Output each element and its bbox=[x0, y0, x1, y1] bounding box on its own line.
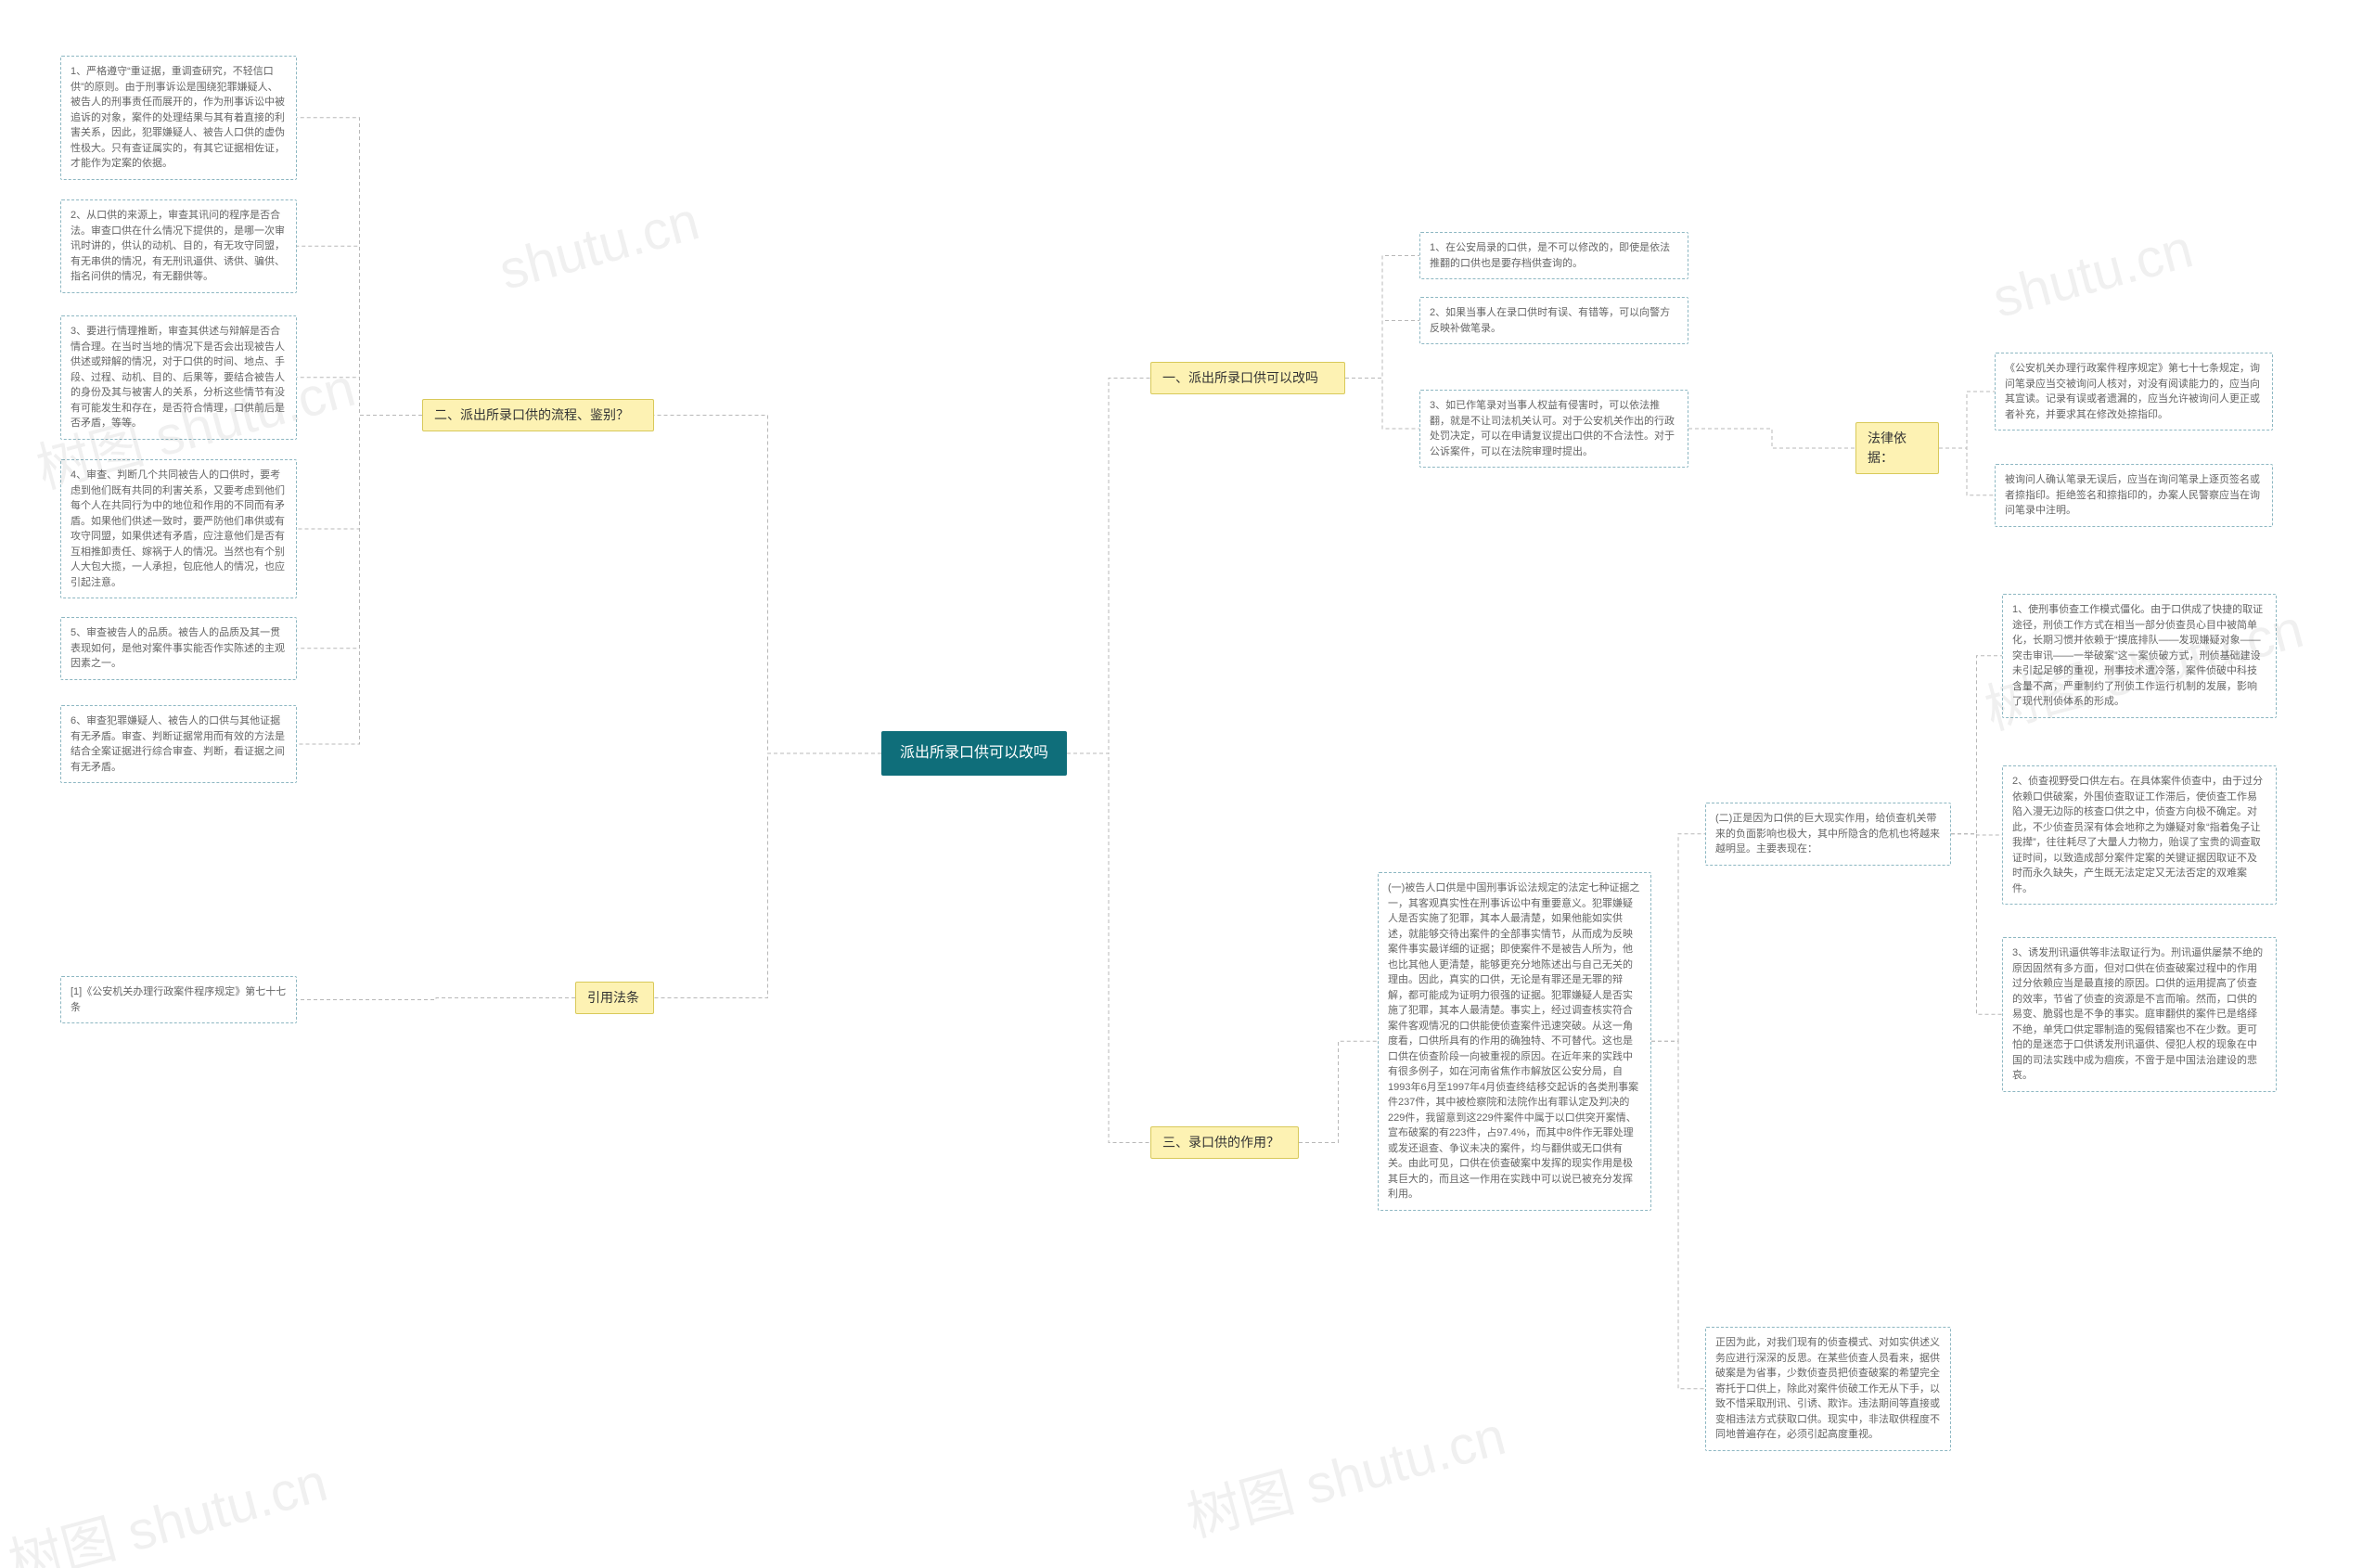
connector bbox=[1939, 448, 1995, 495]
leaf-node-l3_2c: 3、诱发刑讯逼供等非法取证行为。刑讯逼供屡禁不绝的原因固然有多方面，但对口供在侦… bbox=[2002, 937, 2277, 1092]
connector bbox=[1345, 321, 1419, 379]
node-text: 1、严格遵守“重证据，重调查研究，不轻信口供”的原则。由于刑事诉讼是围绕犯罪嫌疑… bbox=[71, 66, 285, 169]
connector bbox=[1067, 379, 1150, 754]
node-text: 1、在公安局录的口供，是不可以修改的，即使是依法推翻的口供也是要存档供查询的。 bbox=[1430, 242, 1670, 269]
connector bbox=[1688, 429, 1855, 448]
connector bbox=[1951, 656, 2002, 834]
connector bbox=[1951, 834, 2002, 1015]
node-text: 引用法条 bbox=[587, 990, 639, 1005]
leaf-node-l1_2: 2、如果当事人在录口供时有误、有错等，可以向警方反映补做笔录。 bbox=[1419, 297, 1688, 344]
connector bbox=[297, 246, 422, 415]
node-text: 2、侦查视野受口供左右。在具体案件侦查中，由于过分依赖口供破案，外围侦查取证工作… bbox=[2012, 776, 2263, 894]
connector bbox=[297, 416, 422, 530]
node-text: 3、如已作笔录对当事人权益有侵害时，可以依法推翻，就是不让司法机关认可。对于公安… bbox=[1430, 400, 1675, 457]
leaf-node-l2_5: 5、审查被告人的品质。被告人的品质及其一贯表现如何，是他对案件事实能否作实陈述的… bbox=[60, 617, 297, 680]
leaf-node-l3_2: (二)正是因为口供的巨大现实作用，给侦查机关带来的负面影响也极大，其中所隐含的危… bbox=[1705, 803, 1951, 866]
leaf-node-l3_3: 正因为此，对我们现有的侦查模式、对如实供述义务应进行深深的反思。在某些侦查人员看… bbox=[1705, 1327, 1951, 1451]
node-text: 一、派出所录口供可以改吗 bbox=[1162, 370, 1318, 385]
branch-node-b1: 一、派出所录口供可以改吗 bbox=[1150, 362, 1345, 394]
branch-node-b2: 二、派出所录口供的流程、鉴别？ bbox=[422, 399, 654, 431]
node-text: 《公安机关办理行政案件程序规定》第七十七条规定，询问笔录应当交被询问人核对，对没… bbox=[2005, 363, 2260, 420]
node-text: 三、录口供的作用？ bbox=[1162, 1135, 1279, 1150]
node-text: 2、如果当事人在录口供时有误、有错等，可以向警方反映补做笔录。 bbox=[1430, 307, 1670, 334]
leaf-node-l3_2b: 2、侦查视野受口供左右。在具体案件侦查中，由于过分依赖口供破案，外围侦查取证工作… bbox=[2002, 765, 2277, 905]
node-text: 4、审查、判断几个共同被告人的口供时，要考虑到他们既有共同的利害关系，又要考虑到… bbox=[71, 469, 285, 588]
leaf-node-lLaw1: 《公安机关办理行政案件程序规定》第七十七条规定，询问笔录应当交被询问人核对，对没… bbox=[1995, 353, 2273, 431]
node-text: 正因为此，对我们现有的侦查模式、对如实供述义务应进行深深的反思。在某些侦查人员看… bbox=[1715, 1337, 1940, 1440]
node-text: [1]《公安机关办理行政案件程序规定》第七十七条 bbox=[71, 986, 286, 1013]
node-text: 被询问人确认笔录无误后，应当在询问笔录上逐页签名或者捺指印。拒绝签名和捺指印的，… bbox=[2005, 474, 2260, 516]
branch-node-bRef: 引用法条 bbox=[575, 982, 654, 1014]
node-text: (一)被告人口供是中国刑事诉讼法规定的法定七种证据之一，其客观真实性在刑事诉讼中… bbox=[1388, 882, 1639, 1200]
connector bbox=[297, 378, 422, 416]
branch-node-b3: 三、录口供的作用？ bbox=[1150, 1126, 1299, 1159]
node-text: 6、审查犯罪嫌疑人、被告人的口供与其他证据有无矛盾。审查、判断证据常用而有效的方… bbox=[71, 715, 285, 773]
leaf-node-l1_3: 3、如已作笔录对当事人权益有侵害时，可以依法推翻，就是不让司法机关认可。对于公安… bbox=[1419, 390, 1688, 468]
leaf-node-l2_1: 1、严格遵守“重证据，重调查研究，不轻信口供”的原则。由于刑事诉讼是围绕犯罪嫌疑… bbox=[60, 56, 297, 180]
connector bbox=[1939, 392, 1995, 448]
connector bbox=[1345, 256, 1419, 379]
connector bbox=[297, 118, 422, 416]
node-text: 2、从口供的来源上，审查其讯问的程序是否合法。审查口供在什么情况下提供的，是哪一… bbox=[71, 210, 285, 282]
connector bbox=[297, 998, 575, 1000]
node-text: 5、审查被告人的品质。被告人的品质及其一贯表现如何，是他对案件事实能否作实陈述的… bbox=[71, 627, 285, 669]
connector bbox=[654, 753, 881, 998]
mindmap-canvas: 派出所录口供可以改吗 一、派出所录口供可以改吗二、派出所录口供的流程、鉴别？ 三、录… bbox=[0, 0, 2375, 1568]
leaf-node-lRef1: [1]《公安机关办理行政案件程序规定》第七十七条 bbox=[60, 976, 297, 1023]
connector bbox=[654, 416, 881, 754]
branch-node-bLaw: 法律依据： bbox=[1855, 422, 1939, 474]
leaf-node-l3_1: (一)被告人口供是中国刑事诉讼法规定的法定七种证据之一，其客观真实性在刑事诉讼中… bbox=[1378, 872, 1651, 1211]
connector bbox=[1345, 379, 1419, 430]
leaf-node-l2_2: 2、从口供的来源上，审查其讯问的程序是否合法。审查口供在什么情况下提供的，是哪一… bbox=[60, 199, 297, 293]
node-text: 二、派出所录口供的流程、鉴别？ bbox=[434, 407, 629, 422]
root-node-root: 派出所录口供可以改吗 bbox=[881, 731, 1067, 776]
connector bbox=[1067, 753, 1150, 1143]
node-text: (二)正是因为口供的巨大现实作用，给侦查机关带来的负面影响也极大，其中所隐含的危… bbox=[1715, 813, 1940, 855]
leaf-node-l2_3: 3、要进行情理推断，审查其供述与辩解是否合情合理。在当时当地的情况下是否会出现被… bbox=[60, 315, 297, 440]
watermark: 树图 shutu.cn bbox=[0, 1438, 334, 1568]
leaf-node-l2_4: 4、审查、判断几个共同被告人的口供时，要考虑到他们既有共同的利害关系，又要考虑到… bbox=[60, 459, 297, 598]
connector bbox=[1651, 1041, 1705, 1389]
node-text: 法律依据： bbox=[1868, 431, 1906, 465]
connector bbox=[1299, 1041, 1378, 1142]
watermark: 树图 shutu.cn bbox=[1177, 1392, 1512, 1551]
leaf-node-l3_2a: 1、使刑事侦查工作模式僵化。由于口供成了快捷的取证途径，刑侦工作方式在相当一部分… bbox=[2002, 594, 2277, 718]
connector bbox=[1651, 834, 1705, 1042]
connector bbox=[297, 416, 422, 745]
connector bbox=[1951, 834, 2002, 835]
node-text: 派出所录口供可以改吗 bbox=[900, 745, 1048, 761]
leaf-node-lLaw2: 被询问人确认笔录无误后，应当在询问笔录上逐页签名或者捺指印。拒绝签名和捺指印的，… bbox=[1995, 464, 2273, 527]
node-text: 1、使刑事侦查工作模式僵化。由于口供成了快捷的取证途径，刑侦工作方式在相当一部分… bbox=[2012, 604, 2263, 707]
watermark: shutu.cn bbox=[1986, 217, 2199, 329]
node-text: 3、要进行情理推断，审查其供述与辩解是否合情合理。在当时当地的情况下是否会出现被… bbox=[71, 326, 285, 429]
leaf-node-l1_1: 1、在公安局录的口供，是不可以修改的，即使是依法推翻的口供也是要存档供查询的。 bbox=[1419, 232, 1688, 279]
leaf-node-l2_6: 6、审查犯罪嫌疑人、被告人的口供与其他证据有无矛盾。审查、判断证据常用而有效的方… bbox=[60, 705, 297, 783]
connector bbox=[297, 416, 422, 649]
node-text: 3、诱发刑讯逼供等非法取证行为。刑讯逼供屡禁不绝的原因固然有多方面，但对口供在侦… bbox=[2012, 947, 2263, 1081]
watermark: shutu.cn bbox=[493, 189, 705, 302]
